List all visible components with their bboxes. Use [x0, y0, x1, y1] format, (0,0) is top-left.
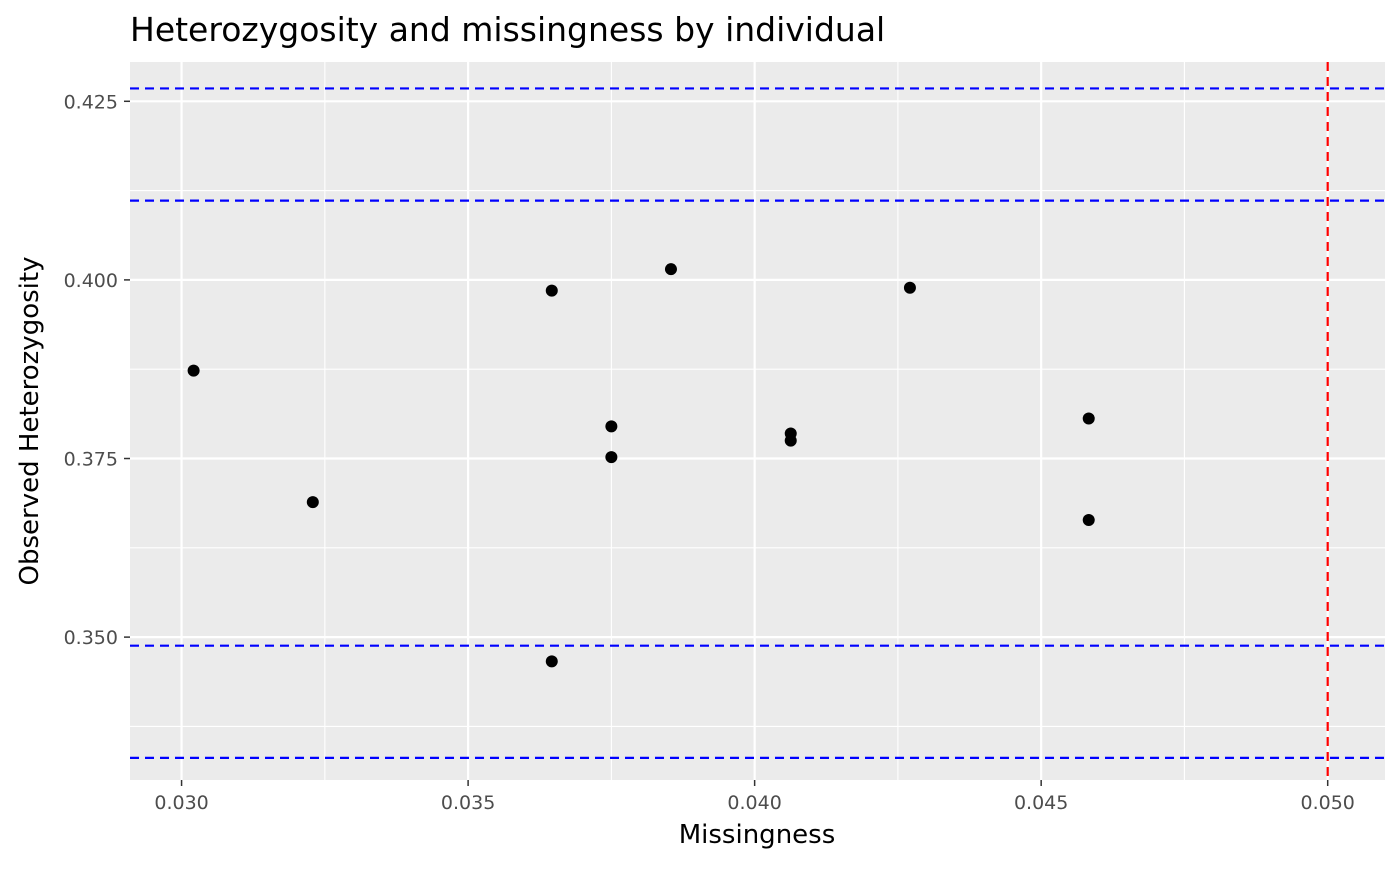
data-point — [664, 263, 677, 276]
data-point — [187, 364, 200, 377]
data-point — [1082, 513, 1095, 526]
x-axis: 0.030 0.035 0.040 0.045 0.050 — [154, 780, 1355, 814]
y-axis-title: Observed Heterozygosity — [15, 257, 45, 586]
y-tick-label: 0.425 — [64, 91, 118, 113]
x-tick-label: 0.035 — [441, 792, 495, 814]
chart-title: Heterozygosity and missingness by indivi… — [130, 10, 885, 49]
data-point — [1082, 412, 1095, 425]
x-axis-title: Missingness — [679, 820, 836, 850]
data-point — [605, 451, 618, 464]
data-point — [545, 655, 558, 668]
data-point — [903, 281, 916, 294]
plot-panel — [130, 62, 1385, 780]
x-tick-label: 0.030 — [154, 792, 208, 814]
x-tick-label: 0.045 — [1014, 792, 1068, 814]
data-point — [306, 496, 319, 509]
data-point — [784, 434, 797, 447]
y-tick-label: 0.400 — [64, 270, 118, 292]
data-point — [605, 420, 618, 433]
y-tick-label: 0.350 — [64, 627, 118, 649]
y-axis: 0.350 0.375 0.400 0.425 — [64, 91, 130, 649]
x-tick-label: 0.040 — [727, 792, 781, 814]
y-tick-label: 0.375 — [64, 449, 118, 471]
minor-grid — [130, 62, 1385, 780]
data-points — [187, 263, 1095, 668]
x-tick-label: 0.050 — [1300, 792, 1354, 814]
data-point — [545, 284, 558, 297]
major-grid — [130, 62, 1385, 780]
